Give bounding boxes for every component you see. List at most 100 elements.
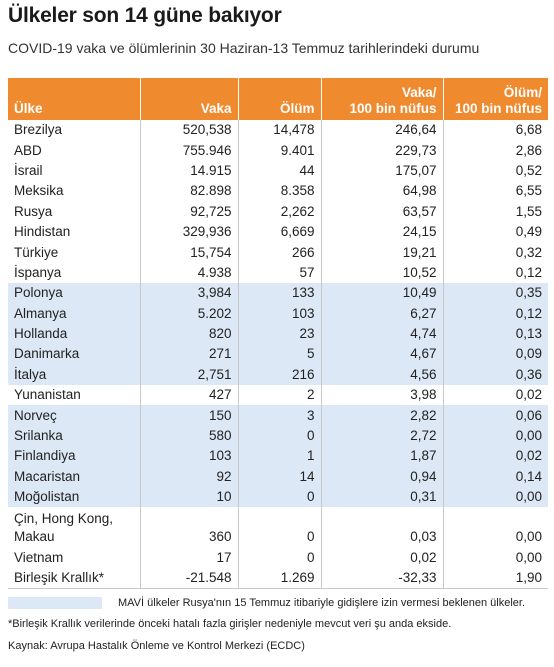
cell-cases-per-100k: 1,87 xyxy=(321,446,444,467)
cell-country: Birleşik Krallık* xyxy=(8,567,141,589)
cell-cases: 92,725 xyxy=(140,201,239,222)
table-row: Yunanistan 427 2 3,98 0,02 xyxy=(8,385,548,406)
cell-cases-per-100k: 0,94 xyxy=(321,466,444,488)
footnote: *Birleşik Krallık verilerinde önceki hat… xyxy=(8,618,452,630)
page-title: Ülkeler son 14 güne bakıyor xyxy=(8,4,282,27)
cell-deaths-per-100k: 1,55 xyxy=(515,203,542,219)
cell-deaths: 14,478 xyxy=(238,120,322,141)
table-row: Vietnam 17 0 0,02 0,00 xyxy=(8,547,548,568)
cell-cases-per-100k: 4,74 xyxy=(321,323,444,345)
cell-country: Çin, Hong Kong, Makau xyxy=(8,507,141,548)
table-row: Danimarka 271 5 4,67 0,09 xyxy=(8,344,548,365)
cell-country: Hindistan xyxy=(8,221,141,243)
cell-deaths: 0 xyxy=(238,507,322,548)
table-row: İsrail 14.915 44 175,07 0,52 xyxy=(8,160,548,182)
table-row: Almanya 5.202 103 6,27 0,12 xyxy=(8,303,548,324)
cell-cases: 150 xyxy=(140,405,239,426)
cell-deaths-per-100k: 6,68 xyxy=(515,122,542,138)
cell-country: Hollanda xyxy=(8,323,141,345)
header-deaths-per-100k: Ölüm/100 bin nüfus xyxy=(443,78,548,120)
legend-swatch xyxy=(8,597,102,609)
cell-deaths: 57 xyxy=(238,262,322,284)
cell-cases: 103 xyxy=(140,446,239,467)
table-row: İspanya 4.938 57 10,52 0,12 xyxy=(8,262,548,284)
cell-country: Rusya xyxy=(8,201,141,222)
table-body: Brezilya 520,538 14,478 246,64 6,68 ABD 755.94… xyxy=(8,120,548,589)
cell-deaths-per-100k: 0,49 xyxy=(515,224,542,240)
cell-cases-per-100k: 6,27 xyxy=(321,303,444,324)
cell-cases: 360 xyxy=(140,507,239,548)
cell-cases: 5.202 xyxy=(140,303,239,324)
legend-text: MAVİ ülkeler Rusya'nın 15 Temmuz itibari… xyxy=(118,597,526,609)
table-row: Norveç 150 3 2,82 0,06 xyxy=(8,405,548,426)
cell-cases-per-100k: 10,52 xyxy=(321,262,444,284)
cell-cases: 17 xyxy=(140,547,239,568)
table-row: Polonya 3,984 133 10,49 0,35 xyxy=(8,283,548,304)
cell-country: Srilanka xyxy=(8,425,141,447)
cell-cases-per-100k: 19,21 xyxy=(321,242,444,263)
header-country: Ülke xyxy=(8,78,141,120)
table-row: Finlandiya 103 1 1,87 0,02 xyxy=(8,446,548,467)
cell-country: İtalya xyxy=(8,364,141,386)
cell-cases: 271 xyxy=(140,344,239,365)
cell-cases-per-100k: 2,82 xyxy=(321,405,444,426)
cell-cases: 92 xyxy=(140,466,239,488)
cell-deaths-per-100k: 0,13 xyxy=(443,323,548,345)
cell-deaths-per-100k: 0,12 xyxy=(515,264,542,280)
cell-cases-per-100k: 63,57 xyxy=(321,201,444,222)
cell-deaths: 8.358 xyxy=(238,181,322,202)
cell-deaths-per-100k: 0,00 xyxy=(515,549,542,565)
cell-deaths-per-100k: 0,09 xyxy=(443,344,548,365)
cell-country: Yunanistan xyxy=(8,385,141,406)
cell-cases: 329,936 xyxy=(140,221,239,243)
cell-cases-per-100k: 64,98 xyxy=(321,181,444,202)
cell-deaths: 266 xyxy=(238,242,322,263)
table-row: Birleşik Krallık* -21.548 1.269 -32,33 1,90 xyxy=(8,567,548,589)
cell-deaths: 133 xyxy=(238,283,322,304)
cell-cases-per-100k: 4,67 xyxy=(321,344,444,365)
cell-cases: 755.946 xyxy=(140,140,239,161)
cell-deaths: 1.269 xyxy=(238,567,322,589)
table-header-row: Ülke Vaka Ölüm Vaka/100 bin nüfus Ölüm/1… xyxy=(8,78,548,120)
cell-deaths: 0 xyxy=(238,425,322,447)
cell-deaths-per-100k: 0,14 xyxy=(443,466,548,488)
table-row: İtalya 2,751 216 4,56 0,36 xyxy=(8,364,548,386)
source-note: Kaynak: Avrupa Hastalık Önleme ve Kontro… xyxy=(8,640,305,652)
cell-cases: 10 xyxy=(140,487,239,508)
cell-deaths: 3 xyxy=(238,405,322,426)
cell-country: Meksika xyxy=(8,181,141,202)
cell-cases-per-100k: 0,03 xyxy=(321,507,444,548)
cell-cases: 15,754 xyxy=(140,242,239,263)
table-row: Türkiye 15,754 266 19,21 0,32 xyxy=(8,242,548,263)
table-row: Çin, Hong Kong, Makau 360 0 0,03 0,00 xyxy=(8,507,548,548)
cell-deaths: 23 xyxy=(238,323,322,345)
cell-deaths-per-100k: 0,02 xyxy=(443,446,548,467)
cell-country: Polonya xyxy=(8,283,141,304)
cell-cases: 580 xyxy=(140,425,239,447)
page-subtitle: COVID-19 vaka ve ölümlerinin 30 Haziran-… xyxy=(8,40,480,56)
cell-deaths: 5 xyxy=(238,344,322,365)
cell-country: İspanya xyxy=(8,262,141,284)
cell-deaths: 6,669 xyxy=(238,221,322,243)
table-row: Moğolistan 10 0 0,31 0,00 xyxy=(8,487,548,508)
cell-deaths-per-100k: 0,35 xyxy=(443,283,548,304)
cell-cases: 82.898 xyxy=(140,181,239,202)
table-row: Srilanka 580 0 2,72 0,00 xyxy=(8,425,548,447)
cell-deaths-per-100k: 0,00 xyxy=(515,529,542,545)
cell-cases: 14.915 xyxy=(140,160,239,182)
cell-deaths: 14 xyxy=(238,466,322,488)
cell-cases: 427 xyxy=(140,385,239,406)
cell-country: Almanya xyxy=(8,303,141,324)
cell-cases-per-100k: -32,33 xyxy=(321,567,444,589)
cell-deaths-per-100k: 0,02 xyxy=(515,387,542,403)
table-row: Rusya 92,725 2,262 63,57 1,55 xyxy=(8,201,548,222)
cell-deaths: 2,262 xyxy=(238,201,322,222)
cell-country: Norveç xyxy=(8,405,141,426)
cell-cases-per-100k: 4,56 xyxy=(321,364,444,386)
cell-country: ABD xyxy=(8,140,141,161)
cell-deaths-per-100k: 2,86 xyxy=(515,142,542,158)
cell-cases: 4.938 xyxy=(140,262,239,284)
cell-country: Türkiye xyxy=(8,242,141,263)
cell-country: Danimarka xyxy=(8,344,141,365)
cell-cases-per-100k: 3,98 xyxy=(321,385,444,406)
